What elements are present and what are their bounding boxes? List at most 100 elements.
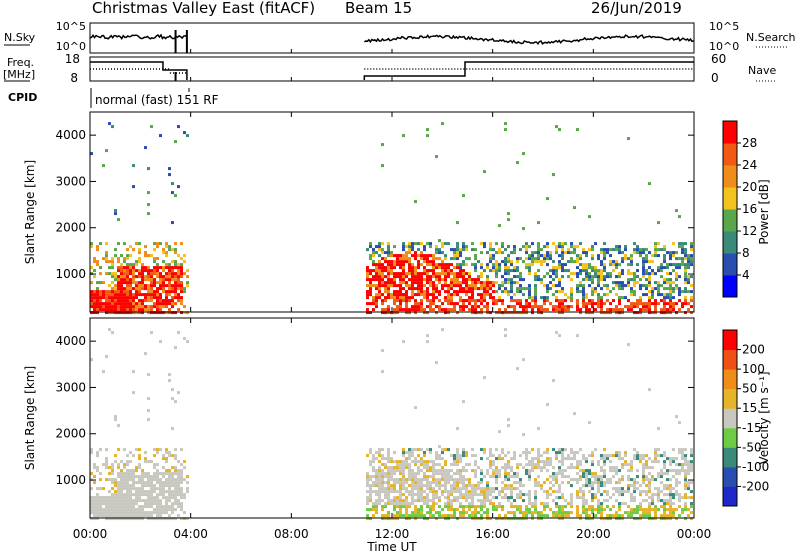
power-cell — [117, 287, 120, 291]
power-cell — [453, 308, 456, 312]
power-cell — [93, 290, 96, 294]
velocity-cell — [117, 517, 120, 521]
power-cell — [453, 254, 456, 258]
power-cell — [600, 278, 603, 282]
velocity-cell — [663, 514, 666, 518]
power-cell — [153, 272, 156, 276]
power-cell — [528, 269, 531, 273]
velocity-cell — [429, 451, 432, 455]
power-cell — [471, 308, 474, 312]
velocity-cell — [534, 502, 537, 506]
power-cell — [585, 269, 588, 273]
velocity-y-label: Slant Range [km] — [23, 366, 37, 470]
velocity-cell — [453, 490, 456, 494]
velocity-cell — [381, 481, 384, 485]
velocity-cell — [558, 469, 561, 473]
velocity-cell — [633, 511, 636, 515]
velocity-cell — [516, 487, 519, 491]
power-cell — [618, 248, 621, 252]
velocity-cell — [588, 517, 591, 521]
velocity-cell — [456, 460, 459, 464]
velocity-cell — [165, 460, 168, 464]
power-cell — [471, 290, 474, 294]
power-cell — [138, 305, 141, 309]
power-cell — [504, 260, 507, 264]
power-cell — [132, 299, 135, 303]
power-cell — [375, 302, 378, 306]
velocity-cell — [690, 469, 693, 473]
power-cell — [528, 245, 531, 249]
velocity-cell — [420, 496, 423, 500]
power-cell — [135, 305, 138, 309]
velocity-cell — [582, 469, 585, 473]
velocity-cell — [483, 376, 486, 380]
velocity-cell — [558, 472, 561, 476]
power-cell — [153, 269, 156, 273]
velocity-cell — [516, 496, 519, 500]
power-cell — [684, 263, 687, 267]
velocity-cell — [456, 490, 459, 494]
velocity-cell — [675, 484, 678, 488]
velocity-cell — [642, 463, 645, 467]
power-cell — [525, 263, 528, 267]
velocity-cell — [414, 457, 417, 461]
power-cell — [387, 281, 390, 285]
velocity-cell — [423, 496, 426, 500]
velocity-cell — [576, 334, 579, 338]
velocity-cell — [582, 511, 585, 515]
power-cell — [627, 281, 630, 285]
power-cell — [441, 269, 444, 273]
power-cell — [396, 290, 399, 294]
power-cell — [504, 122, 507, 126]
velocity-cell — [597, 511, 600, 515]
velocity-cell — [633, 478, 636, 482]
power-cell — [663, 245, 666, 249]
velocity-cell — [621, 487, 624, 491]
power-cell — [372, 263, 375, 267]
power-cell — [126, 302, 129, 306]
nsky-line — [89, 33, 188, 41]
power-cell — [537, 269, 540, 273]
velocity-cell — [444, 469, 447, 473]
power-cell — [648, 281, 651, 285]
power-cell — [417, 254, 420, 258]
velocity-cell — [522, 466, 525, 470]
velocity-cell — [159, 508, 162, 512]
velocity-cell — [552, 472, 555, 476]
power-cell — [606, 275, 609, 279]
velocity-cell — [369, 451, 372, 455]
velocity-cell — [627, 514, 630, 518]
power-cell — [453, 305, 456, 309]
velocity-cell — [537, 448, 540, 452]
power-cell — [372, 296, 375, 300]
power-cell — [465, 293, 468, 297]
power-cell — [102, 296, 105, 300]
velocity-cell — [639, 502, 642, 506]
velocity-cell — [555, 478, 558, 482]
power-cell — [675, 284, 678, 288]
velocity-cell — [669, 484, 672, 488]
power-cell — [516, 287, 519, 291]
velocity-cell — [510, 490, 513, 494]
power-cell — [597, 293, 600, 297]
velocity-cell — [177, 331, 180, 335]
power-cell — [126, 287, 129, 291]
power-cell — [507, 305, 510, 309]
power-cell — [186, 284, 189, 288]
power-cell — [369, 257, 372, 261]
power-cell — [489, 281, 492, 285]
velocity-cell — [672, 508, 675, 512]
velocity-cell — [648, 487, 651, 491]
velocity-cell — [459, 481, 462, 485]
velocity-cell — [525, 451, 528, 455]
power-cell — [609, 260, 612, 264]
velocity-cell — [507, 475, 510, 479]
power-cell — [138, 290, 141, 294]
power-cell — [432, 284, 435, 288]
velocity-cell — [366, 517, 369, 521]
power-cell — [435, 278, 438, 282]
velocity-cell — [156, 481, 159, 485]
power-cell — [591, 278, 594, 282]
velocity-cell — [588, 472, 591, 476]
velocity-cell — [381, 463, 384, 467]
